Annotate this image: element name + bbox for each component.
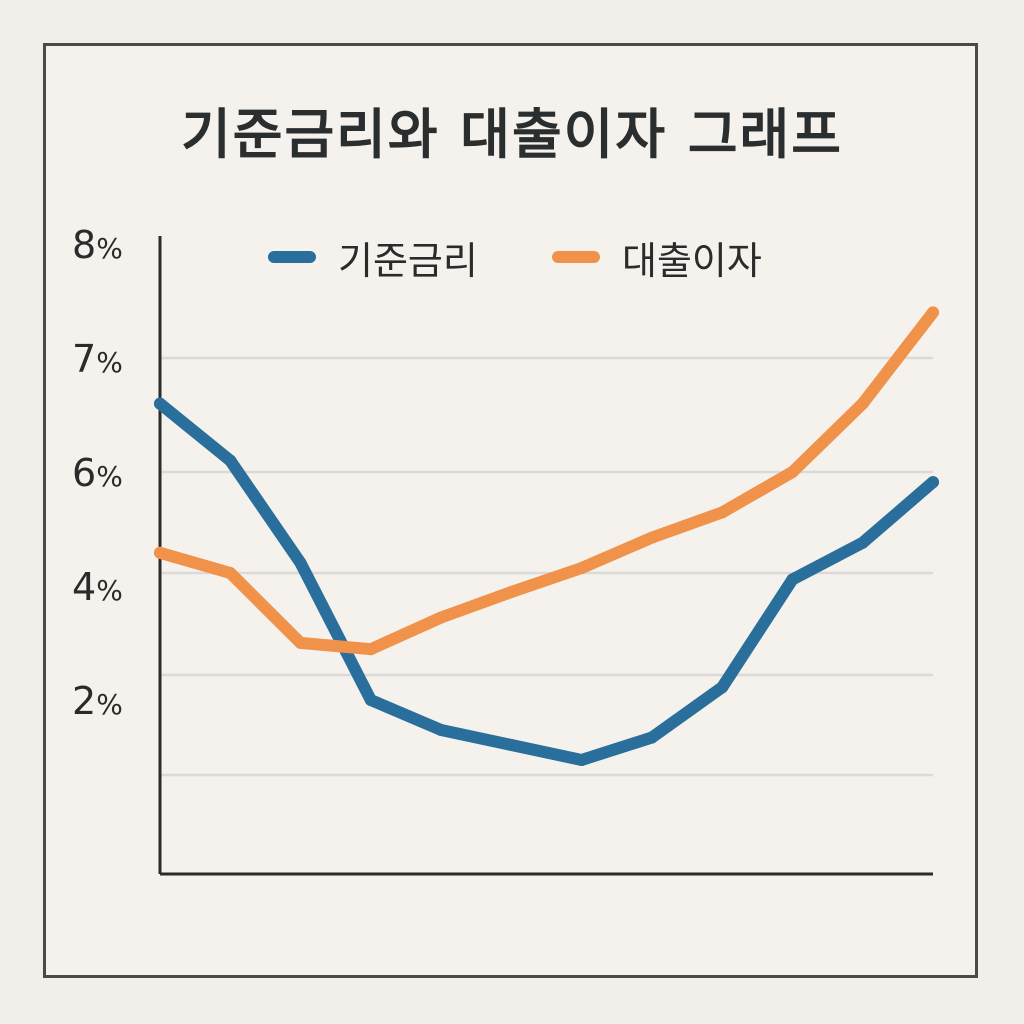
- chart-title: 기준금리와 대출이자 그래프: [181, 103, 843, 166]
- series-0-point-2: [294, 556, 307, 569]
- series-1-point-10: [856, 397, 869, 410]
- series-1-point-4: [435, 611, 448, 624]
- series-lines: [154, 306, 939, 766]
- series-0-point-8: [716, 681, 729, 694]
- series-0-point-10: [856, 536, 869, 549]
- series-1-point-2: [294, 636, 307, 649]
- legend-swatch-0: [268, 251, 316, 263]
- series-0-point-3: [364, 694, 377, 706]
- series-line-1: [154, 306, 939, 656]
- series-1-point-11: [927, 306, 939, 319]
- legend-item-1: 대출이자: [552, 232, 762, 283]
- series-0-point-5: [505, 739, 518, 751]
- y-tick-label-2: 6%: [72, 451, 123, 495]
- legend-item-0: 기준금리: [268, 232, 478, 283]
- series-0-point-0: [154, 397, 166, 410]
- series-0-point-11: [927, 476, 939, 489]
- series-1-point-7: [645, 531, 658, 544]
- legend-swatch-1: [552, 251, 600, 263]
- series-1-point-3: [364, 643, 377, 656]
- series-0-point-7: [645, 731, 658, 744]
- legend-label-1: 대출이자: [622, 238, 762, 283]
- y-tick-label-3: 4%: [72, 565, 123, 609]
- series-0-point-9: [786, 573, 799, 586]
- chart-frame: [43, 43, 978, 978]
- y-tick-label-1: 7%: [72, 337, 123, 381]
- series-1-point-6: [575, 562, 588, 574]
- legend-label-0: 기준금리: [338, 238, 478, 283]
- series-1-point-0: [154, 546, 166, 559]
- y-tick-label-0: 8%: [72, 223, 123, 267]
- series-1-point-5: [505, 586, 518, 598]
- series-1-point-8: [716, 506, 729, 519]
- series-1-point-9: [786, 466, 799, 478]
- series-0-point-6: [575, 754, 588, 766]
- series-1-point-1: [224, 567, 237, 579]
- series-0-point-1: [224, 454, 237, 467]
- series-line-0: [154, 397, 939, 766]
- series-0-point-4: [435, 724, 448, 736]
- y-tick-label-4: 2%: [72, 679, 123, 723]
